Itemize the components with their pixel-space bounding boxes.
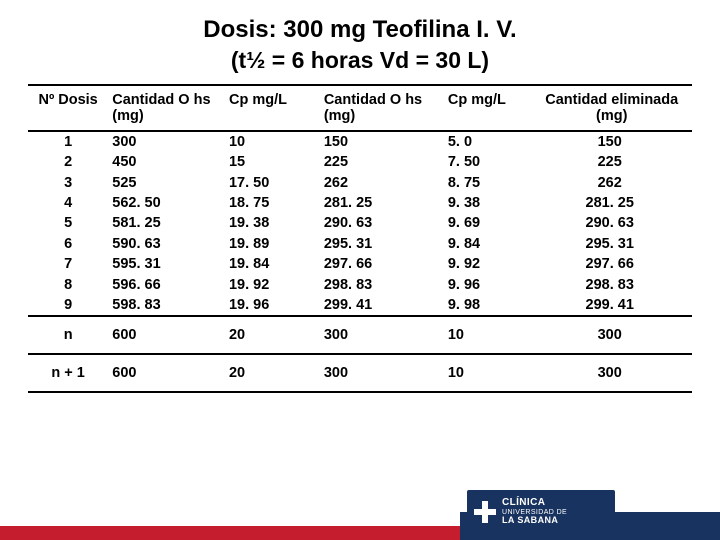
table-row: 2450152257. 50225 [28, 152, 692, 172]
col-header: Cp mg/L [444, 85, 532, 131]
table-row: 9598. 8319. 96299. 419. 98299. 41 [28, 295, 692, 316]
cell: 10 [225, 131, 320, 152]
cell: 20 [225, 354, 320, 392]
cell: 5. 0 [444, 131, 532, 152]
cell: 281. 25 [320, 193, 444, 213]
cell: 3 [28, 173, 108, 193]
cell: 290. 63 [531, 213, 692, 233]
cell: 298. 83 [320, 274, 444, 294]
cell: 297. 66 [531, 254, 692, 274]
cell: 562. 50 [108, 193, 225, 213]
cell: 5 [28, 213, 108, 233]
cell: 262 [531, 173, 692, 193]
cell: 7 [28, 254, 108, 274]
clinic-logo: CLÍNICA UNIVERSIDAD DE LA SABANA [467, 490, 615, 534]
footer: CLÍNICA UNIVERSIDAD DE LA SABANA [0, 488, 720, 540]
cell: 299. 41 [320, 295, 444, 316]
col-header: Cantidad O hs (mg) [320, 85, 444, 131]
cell: 1 [28, 131, 108, 152]
cell: 150 [320, 131, 444, 152]
table-body-main: 1300101505. 01502450152257. 50225352517.… [28, 131, 692, 316]
dosing-table: Nº Dosis Cantidad O hs (mg) Cp mg/L Cant… [28, 84, 692, 393]
cell: 150 [531, 131, 692, 152]
cell: 9. 69 [444, 213, 532, 233]
cell: 9. 98 [444, 295, 532, 316]
cell: 9 [28, 295, 108, 316]
logo-text: CLÍNICA UNIVERSIDAD DE LA SABANA [502, 498, 567, 525]
table-row: 5581. 2519. 38290. 639. 69290. 63 [28, 213, 692, 233]
cell: 8. 75 [444, 173, 532, 193]
cell: 7. 50 [444, 152, 532, 172]
slide-title: Dosis: 300 mg Teofilina I. V. [28, 16, 692, 45]
cell: 300 [320, 354, 444, 392]
cell: 299. 41 [531, 295, 692, 316]
cell: 262 [320, 173, 444, 193]
logo-line3: LA SABANA [502, 516, 567, 525]
cell: 298. 83 [531, 274, 692, 294]
cell: 297. 66 [320, 254, 444, 274]
cell: 300 [531, 354, 692, 392]
cell: 2 [28, 152, 108, 172]
table-row: 8596. 6619. 92298. 839. 96298. 83 [28, 274, 692, 294]
table-row: 4562. 5018. 75281. 259. 38281. 25 [28, 193, 692, 213]
table-row: n 600 20 300 10 300 [28, 316, 692, 354]
cell: 6 [28, 234, 108, 254]
slide-subtitle: (t½ = 6 horas Vd = 30 L) [28, 47, 692, 74]
table-row: 7595. 3119. 84297. 669. 92297. 66 [28, 254, 692, 274]
cell: 9. 92 [444, 254, 532, 274]
cell: 19. 92 [225, 274, 320, 294]
cell: 295. 31 [531, 234, 692, 254]
table-row: n + 1 600 20 300 10 300 [28, 354, 692, 392]
table-row: 352517. 502628. 75262 [28, 173, 692, 193]
cell: 600 [108, 316, 225, 354]
table-body-summary: n 600 20 300 10 300 n + 1 600 20 300 10 … [28, 316, 692, 392]
cell: 9. 96 [444, 274, 532, 294]
cell: 20 [225, 316, 320, 354]
table-row: 6590. 6319. 89295. 319. 84295. 31 [28, 234, 692, 254]
cell: 590. 63 [108, 234, 225, 254]
cell: 17. 50 [225, 173, 320, 193]
cell: 300 [320, 316, 444, 354]
cell: 19. 89 [225, 234, 320, 254]
cell: 9. 84 [444, 234, 532, 254]
cell: 9. 38 [444, 193, 532, 213]
cell: 596. 66 [108, 274, 225, 294]
table-row: 1300101505. 0150 [28, 131, 692, 152]
cross-icon [474, 501, 496, 523]
cell: 4 [28, 193, 108, 213]
cell: 581. 25 [108, 213, 225, 233]
cell: 290. 63 [320, 213, 444, 233]
col-header: Nº Dosis [28, 85, 108, 131]
cell: 598. 83 [108, 295, 225, 316]
cell: 295. 31 [320, 234, 444, 254]
cell: 595. 31 [108, 254, 225, 274]
cell: 10 [444, 316, 532, 354]
cell: 8 [28, 274, 108, 294]
cell: 19. 96 [225, 295, 320, 316]
cell: 15 [225, 152, 320, 172]
cell: 225 [531, 152, 692, 172]
cell: 300 [108, 131, 225, 152]
cell: 10 [444, 354, 532, 392]
cell: 600 [108, 354, 225, 392]
cell: 281. 25 [531, 193, 692, 213]
cell: n [28, 316, 108, 354]
cell: 525 [108, 173, 225, 193]
cell: n + 1 [28, 354, 108, 392]
cell: 225 [320, 152, 444, 172]
col-header: Cantidad O hs (mg) [108, 85, 225, 131]
cell: 19. 38 [225, 213, 320, 233]
cell: 300 [531, 316, 692, 354]
logo-line1: CLÍNICA [502, 498, 567, 509]
cell: 19. 84 [225, 254, 320, 274]
cell: 18. 75 [225, 193, 320, 213]
col-header: Cantidad eliminada (mg) [531, 85, 692, 131]
col-header: Cp mg/L [225, 85, 320, 131]
cell: 450 [108, 152, 225, 172]
